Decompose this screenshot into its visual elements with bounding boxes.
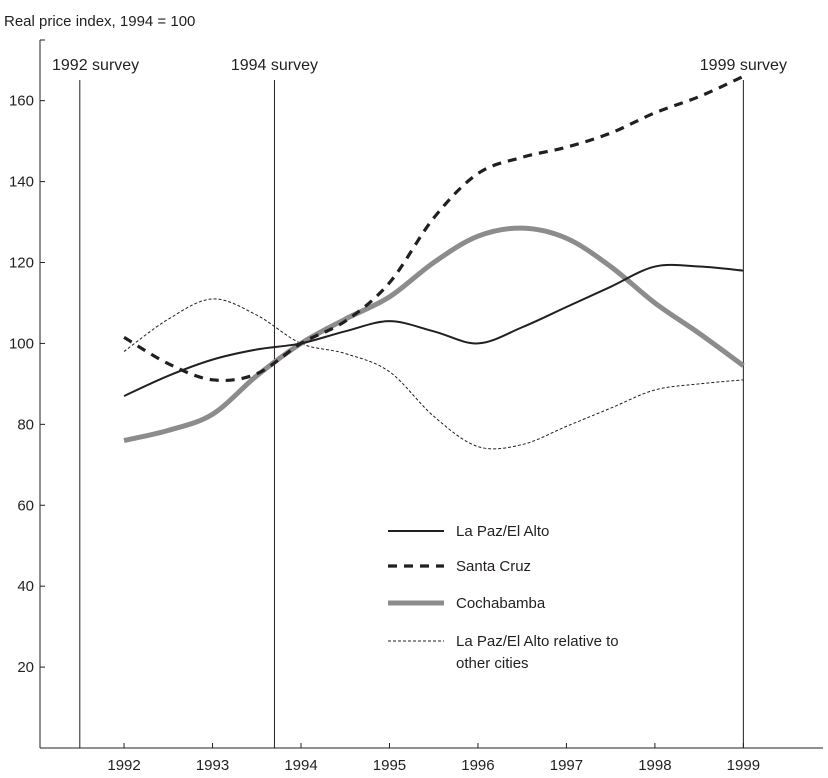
x-tick-label: 1999 [727,757,760,774]
series-lines [123,74,745,450]
x-tick-label: 1992 [107,757,140,774]
y-tick-label: 100 [9,335,34,352]
x-tick-label: 1995 [373,757,406,774]
legend-label-line: other cities [456,655,529,672]
series-line-cochabamba [123,225,745,443]
y-tick-label: 160 [9,93,34,110]
y-tick-label: 120 [9,255,34,272]
legend: La Paz/El Alto Santa Cruz Cochabamba La Paz… [388,523,619,672]
survey-label: 1999 survey [700,57,787,74]
series-line-santa-cruz [123,74,745,383]
legend-label: La Paz/El Alto [456,523,549,540]
x-tick-label: 1997 [550,757,583,774]
y-tick-label: 140 [9,174,34,191]
survey-label: 1994 survey [231,57,318,74]
legend-label: Cochabamba [456,595,546,612]
y-tick-label: 60 [17,497,34,514]
series-line-la-paz-el-alto-relative-to-other-cities [123,298,744,450]
legend-label: La Paz/El Alto relative to other cities [456,633,619,672]
survey-annotations: 1992 survey 1994 survey 1999 survey [52,57,787,748]
axes: 20 40 60 80 100 120 140 160 1992 1993 1994 1995 1996… [9,39,823,774]
y-tick-label: 40 [17,578,34,595]
x-tick-label: 1996 [461,757,494,774]
survey-label: 1992 survey [52,57,139,74]
y-axis-title: Real price index, 1994 = 100 [4,13,195,30]
legend-label-line: La Paz/El Alto relative to [456,633,619,650]
legend-label: Santa Cruz [456,558,531,575]
series-line-la-paz-el-alto [123,263,744,397]
x-tick-label: 1994 [284,757,317,774]
x-tick-label: 1993 [196,757,229,774]
x-tick-label: 1998 [638,757,671,774]
y-tick-label: 20 [17,659,34,676]
y-tick-label: 80 [17,416,34,433]
